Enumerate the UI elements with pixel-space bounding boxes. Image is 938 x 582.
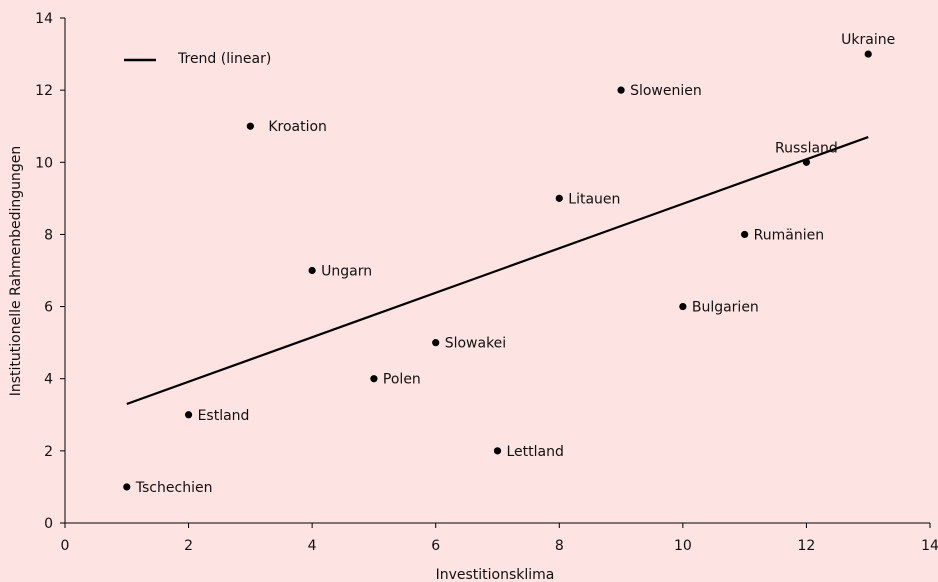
x-axis-title: Investitionsklima xyxy=(436,567,555,582)
x-tick-label: 6 xyxy=(431,538,440,554)
legend-trend-label: Trend (linear) xyxy=(177,51,271,67)
x-tick-label: 4 xyxy=(308,538,317,554)
point-label: Slowenien xyxy=(630,83,702,99)
y-tick-label: 0 xyxy=(44,516,53,532)
legend: Trend (linear) xyxy=(124,51,271,67)
data-point xyxy=(370,375,378,383)
x-tick-label: 0 xyxy=(61,538,70,554)
y-tick-label: 4 xyxy=(44,372,53,388)
x-tick-label: 10 xyxy=(674,538,692,554)
data-point xyxy=(741,230,749,239)
point-label: Polen xyxy=(383,372,421,388)
data-point xyxy=(555,194,563,202)
y-tick-label: 10 xyxy=(35,155,53,171)
data-point xyxy=(184,411,193,419)
axes: 0 2 4 6 8 10 12 14 0 2 4 6 8 10 12 14 xyxy=(35,11,938,554)
point-label: Estland xyxy=(198,408,250,424)
x-tick-label: 8 xyxy=(555,538,564,554)
data-point xyxy=(864,50,872,58)
point-label: Bulgarien xyxy=(692,300,759,316)
data-point xyxy=(246,122,254,130)
point-label: Ungarn xyxy=(321,264,372,280)
points-layer: Tschechien Estland Kroation Ungarn Polen Slow… xyxy=(123,32,895,496)
point-label: Tschechien xyxy=(135,480,213,496)
point-label: Russland xyxy=(775,140,838,156)
y-tick-label: 12 xyxy=(35,83,53,99)
y-tick-label: 14 xyxy=(35,11,53,27)
x-tick-label: 2 xyxy=(184,538,193,554)
y-tick-label: 2 xyxy=(44,444,53,460)
data-point xyxy=(308,266,316,275)
trend-line xyxy=(126,136,869,405)
x-tick-label: 12 xyxy=(798,538,816,554)
data-point xyxy=(679,302,687,311)
point-label: Kroation xyxy=(268,119,327,135)
data-point xyxy=(617,86,625,94)
data-point xyxy=(493,447,502,455)
y-axis-title: Institutionelle Rahmenbedingungen xyxy=(8,146,24,396)
point-label: Ukraine xyxy=(841,32,895,48)
point-label: Rumänien xyxy=(754,227,824,243)
y-tick-label: 8 xyxy=(44,227,53,243)
trend-layer xyxy=(126,136,869,405)
data-point xyxy=(802,158,811,166)
point-label: Litauen xyxy=(568,191,620,207)
data-point xyxy=(123,483,131,491)
y-tick-label: 6 xyxy=(44,300,53,316)
point-label: Lettland xyxy=(507,444,564,460)
data-point xyxy=(432,339,440,347)
x-tick-label: 14 xyxy=(921,538,938,554)
point-label: Slowakei xyxy=(445,336,506,352)
